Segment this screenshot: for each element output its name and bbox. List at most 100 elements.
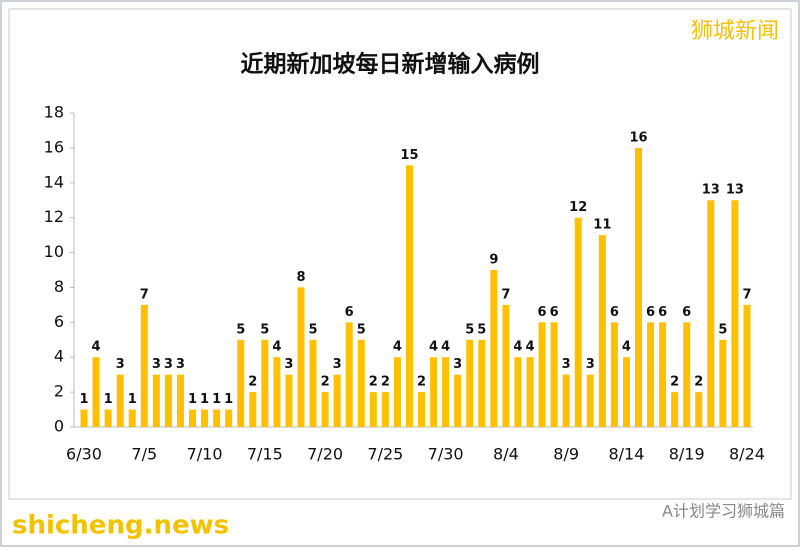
bar [249, 392, 257, 427]
data-label: 4 [92, 340, 101, 355]
data-label: 13 [702, 183, 720, 198]
y-tick-label: 4 [54, 347, 64, 366]
data-label: 6 [658, 305, 667, 320]
bar [454, 374, 462, 427]
data-label: 1 [224, 392, 233, 407]
data-label: 4 [441, 340, 450, 355]
bar [261, 339, 269, 427]
bar [345, 322, 353, 427]
bar [164, 374, 172, 427]
data-label: 1 [188, 392, 197, 407]
data-label: 3 [562, 357, 571, 372]
bar [647, 322, 655, 427]
data-label: 2 [248, 375, 257, 390]
bar [140, 304, 148, 427]
data-label: 13 [726, 183, 744, 198]
bar [719, 339, 727, 427]
y-tick-label: 14 [44, 172, 64, 191]
bar [405, 165, 413, 428]
data-label: 6 [538, 305, 547, 320]
data-label: 1 [104, 392, 113, 407]
chart-title: 近期新加坡每日新增输入病例 [241, 51, 540, 78]
x-tick-label: 8/19 [669, 445, 705, 464]
y-tick-label: 18 [44, 103, 64, 122]
bar [273, 357, 281, 427]
bar [683, 322, 691, 427]
data-label: 5 [236, 322, 245, 337]
bar [731, 200, 739, 427]
bar [237, 339, 245, 427]
bar [128, 409, 136, 427]
data-label: 16 [629, 130, 647, 145]
data-label: 3 [284, 357, 293, 372]
data-label: 5 [718, 322, 727, 337]
data-label: 7 [742, 287, 751, 302]
bar [490, 270, 498, 427]
bar [634, 147, 642, 427]
x-tick-label: 8/14 [608, 445, 644, 464]
data-label: 5 [260, 322, 269, 337]
data-label: 3 [164, 357, 173, 372]
data-label: 2 [321, 375, 330, 390]
data-label: 4 [429, 340, 438, 355]
bar [369, 392, 377, 427]
watermark: shicheng.news [12, 511, 229, 541]
x-tick-label: 8/9 [553, 445, 579, 464]
bar [381, 392, 389, 427]
data-label: 6 [646, 305, 655, 320]
account-name: A计划学习狮城篇 [662, 502, 785, 521]
data-label: 11 [593, 218, 611, 233]
data-label: 9 [489, 253, 498, 268]
bar [526, 357, 534, 427]
bar [743, 304, 751, 427]
x-tick-label: 7/20 [307, 445, 343, 464]
bar [418, 392, 426, 427]
data-label: 2 [694, 375, 703, 390]
data-label: 3 [152, 357, 161, 372]
data-label: 2 [369, 375, 378, 390]
y-tick-label: 12 [44, 207, 64, 226]
bar [213, 409, 221, 427]
data-label: 6 [682, 305, 691, 320]
data-label: 4 [622, 340, 631, 355]
bar [562, 374, 570, 427]
data-label: 4 [513, 340, 522, 355]
y-tick-label: 16 [44, 137, 64, 156]
bar [586, 374, 594, 427]
bar [707, 200, 715, 427]
bar [574, 217, 582, 427]
bar [176, 374, 184, 427]
bar [321, 392, 329, 427]
data-label: 15 [400, 148, 418, 163]
data-label: 6 [345, 305, 354, 320]
x-tick-label: 7/5 [131, 445, 157, 464]
bar [393, 357, 401, 427]
y-tick-label: 2 [54, 382, 64, 401]
bar [357, 339, 365, 427]
bar [201, 409, 209, 427]
data-label: 1 [80, 392, 89, 407]
bar [671, 392, 679, 427]
data-label: 2 [417, 375, 426, 390]
bar [104, 409, 112, 427]
x-tick-label: 7/25 [367, 445, 403, 464]
x-tick-label: 7/30 [428, 445, 464, 464]
data-label: 12 [569, 200, 587, 215]
bar [550, 322, 558, 427]
bar [225, 409, 233, 427]
bar [297, 287, 305, 427]
bar [116, 374, 124, 427]
bar [598, 235, 606, 427]
data-label: 5 [357, 322, 366, 337]
data-label: 3 [333, 357, 342, 372]
bar [514, 357, 522, 427]
x-tick-label: 8/4 [493, 445, 519, 464]
data-label: 1 [200, 392, 209, 407]
data-label: 6 [550, 305, 559, 320]
bar [285, 374, 293, 427]
data-label: 5 [465, 322, 474, 337]
bar [538, 322, 546, 427]
bar [610, 322, 618, 427]
data-label: 5 [309, 322, 318, 337]
